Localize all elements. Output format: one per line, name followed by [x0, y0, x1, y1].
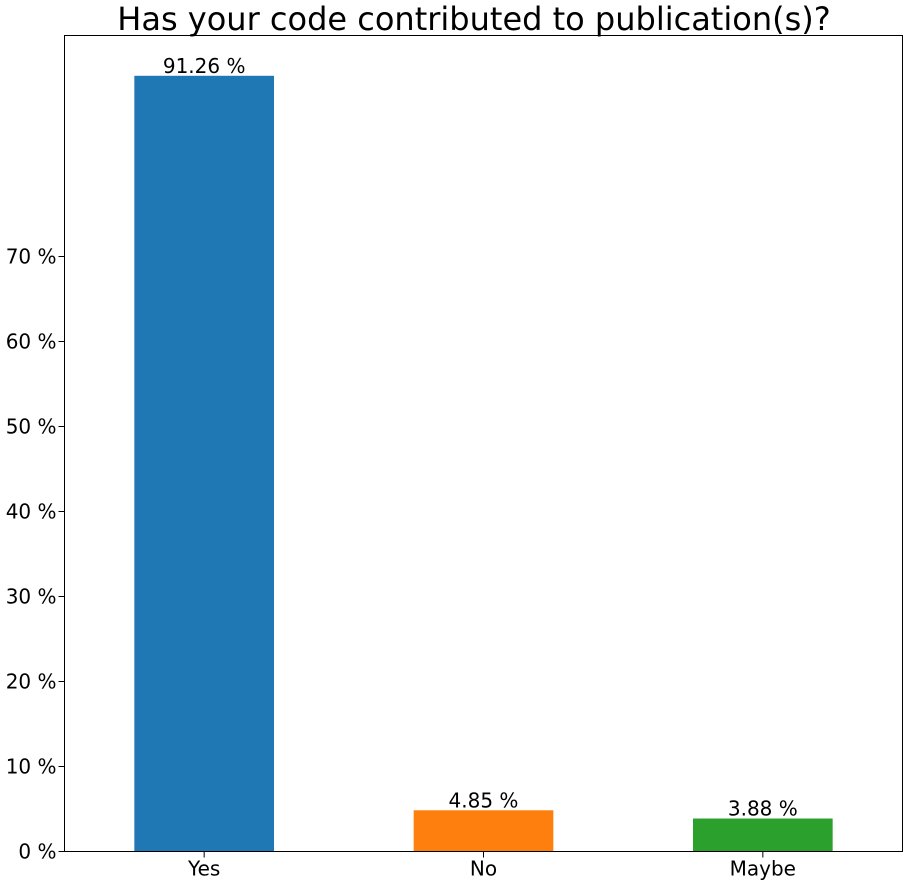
y-tick-label: 10 %	[6, 755, 57, 779]
x-axis: Yes No Maybe	[187, 851, 796, 881]
data-label-yes: 91.26 %	[163, 54, 246, 78]
y-tick-label: 30 %	[6, 585, 57, 609]
y-tick-label: 60 %	[6, 330, 57, 354]
plot-frame	[64, 35, 903, 852]
y-tick-label: 20 %	[6, 670, 57, 694]
x-tick-label-yes: Yes	[187, 857, 220, 881]
bar-yes	[134, 75, 274, 852]
data-label-no: 4.85 %	[449, 788, 519, 812]
y-tick-label: 40 %	[6, 500, 57, 524]
bar-maybe	[693, 818, 833, 852]
data-labels: 91.26 % 4.85 % 3.88 %	[163, 54, 798, 821]
y-axis: 0 % 10 % 20 % 30 % 40 % 50 % 60 % 70 %	[6, 245, 65, 864]
data-label-maybe: 3.88 %	[728, 797, 798, 821]
bars	[134, 75, 833, 852]
chart-title: Has your code contributed to publication…	[117, 0, 830, 38]
y-tick-label: 50 %	[6, 415, 57, 439]
y-tick-label: 70 %	[6, 245, 57, 269]
x-tick-label-maybe: Maybe	[730, 857, 796, 881]
x-tick-label-no: No	[470, 857, 497, 881]
bar-no	[413, 810, 554, 852]
y-tick-label: 0 %	[18, 840, 56, 864]
